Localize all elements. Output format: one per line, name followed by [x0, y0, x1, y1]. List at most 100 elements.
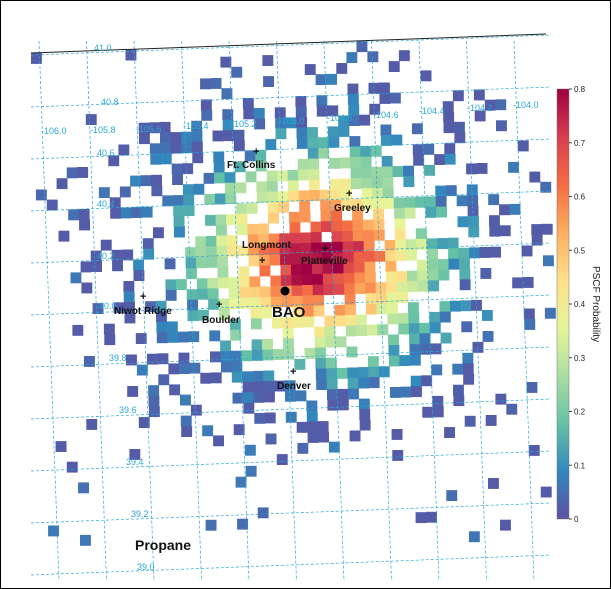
pscf-cell [148, 395, 160, 407]
pscf-cell [376, 292, 387, 304]
city-marker-icon: + [322, 243, 328, 255]
pscf-cell [415, 512, 427, 524]
pscf-cell [191, 131, 203, 143]
pscf-cell [423, 143, 435, 155]
pscf-cell [350, 157, 362, 168]
pscf-cell [540, 486, 552, 498]
pscf-cell [369, 103, 381, 115]
pscf-cell [77, 167, 89, 178]
pscf-cell [523, 308, 535, 320]
pscf-cell [215, 214, 227, 226]
pscf-cell [350, 178, 362, 189]
pscf-cell [414, 196, 426, 208]
pscf-cell [126, 354, 137, 366]
pscf-cell [337, 388, 349, 400]
pscf-cell [409, 354, 421, 366]
pscf-cell [200, 99, 212, 111]
colorbar-tick-label: 0.4 [574, 300, 586, 309]
pscf-cell [442, 101, 454, 113]
pscf-cell [340, 189, 352, 200]
pscf-cell [541, 223, 553, 235]
pscf-cell [531, 234, 543, 246]
city-marker-icon: + [259, 255, 265, 267]
pscf-cell [228, 277, 240, 289]
pscf-cell [210, 78, 222, 89]
pscf-cell [390, 387, 401, 398]
pscf-cell [243, 392, 254, 404]
pscf-cell [322, 273, 334, 285]
pscf-cell [543, 255, 554, 267]
pscf-cell [445, 185, 457, 197]
pscf-cell [233, 140, 245, 152]
pscf-cell [160, 142, 172, 154]
pscf-cell [164, 258, 176, 270]
pscf-cell [453, 395, 465, 407]
pscf-cell [153, 227, 164, 239]
pscf-cell [420, 343, 431, 355]
lon-label-104-6: -104.6 [373, 110, 399, 120]
pscf-cell [192, 152, 204, 164]
pscf-cell [224, 182, 236, 194]
pscf-cell [235, 182, 247, 194]
pscf-cell [119, 186, 131, 198]
pscf-cell [361, 167, 372, 179]
pscf-cell [385, 250, 396, 262]
pscf-cell [180, 415, 192, 427]
pscf-cell [143, 248, 155, 260]
pscf-cell [264, 391, 275, 403]
pscf-cell [285, 390, 296, 402]
pscf-cell [431, 364, 443, 376]
pscf-cell [169, 384, 181, 396]
city-marker-icon: + [216, 299, 222, 311]
city-platteville: + Platteville [301, 243, 348, 267]
pscf-cell [367, 356, 379, 368]
pscf-cell [373, 208, 384, 220]
pscf-cell [320, 200, 332, 212]
city-label: Denver [277, 381, 311, 392]
colorbar: 0 0.1 0.2 0.3 0.4 0.5 0.6 0.7 0.8 PSCF Probabili… [556, 85, 601, 524]
lon-label-104-2: -104.2 [467, 103, 493, 113]
pscf-cell [395, 239, 407, 251]
pscf-cell [385, 261, 397, 272]
pscf-cell [275, 117, 287, 129]
pscf-cell [444, 427, 455, 438]
pscf-cell [346, 346, 358, 358]
pscf-cell [302, 285, 314, 296]
pscf-cell [429, 322, 441, 334]
pscf-cell [210, 372, 222, 384]
pscf-cell [333, 262, 344, 274]
pscf-cell [337, 399, 349, 411]
pscf-cell [267, 191, 279, 203]
pscf-cell [415, 228, 427, 240]
pscf-cell [345, 315, 357, 326]
pscf-cell [195, 246, 207, 258]
lon-gridline [228, 40, 250, 582]
pscf-cell [172, 174, 183, 185]
pscf-cell [100, 239, 112, 251]
pscf-cell [280, 275, 292, 287]
pscf-cell [139, 133, 150, 145]
pscf-cell [394, 218, 406, 230]
pscf-cell [268, 212, 279, 224]
pscf-cell [381, 156, 393, 167]
pscf-cell [306, 400, 318, 412]
lat-label-40-0: 40.0 [99, 301, 117, 311]
pscf-cell [246, 202, 258, 214]
pscf-cell [314, 337, 326, 348]
pscf-cell [341, 199, 353, 211]
pscf-cell [236, 213, 248, 225]
pscf-cell [365, 282, 377, 294]
pscf-cell [173, 216, 185, 227]
pscf-cell [544, 307, 556, 319]
pscf-cell [151, 174, 162, 186]
pscf-cell [362, 198, 374, 210]
pscf-cell [488, 478, 499, 489]
colorbar-bar [556, 88, 570, 520]
pscf-cell [242, 381, 254, 393]
pscf-cell [186, 289, 198, 301]
pscf-cell [300, 232, 312, 244]
pscf-cell [310, 221, 322, 233]
pscf-cell [138, 417, 150, 428]
pscf-cell [300, 243, 312, 254]
pscf-cell [308, 179, 320, 191]
